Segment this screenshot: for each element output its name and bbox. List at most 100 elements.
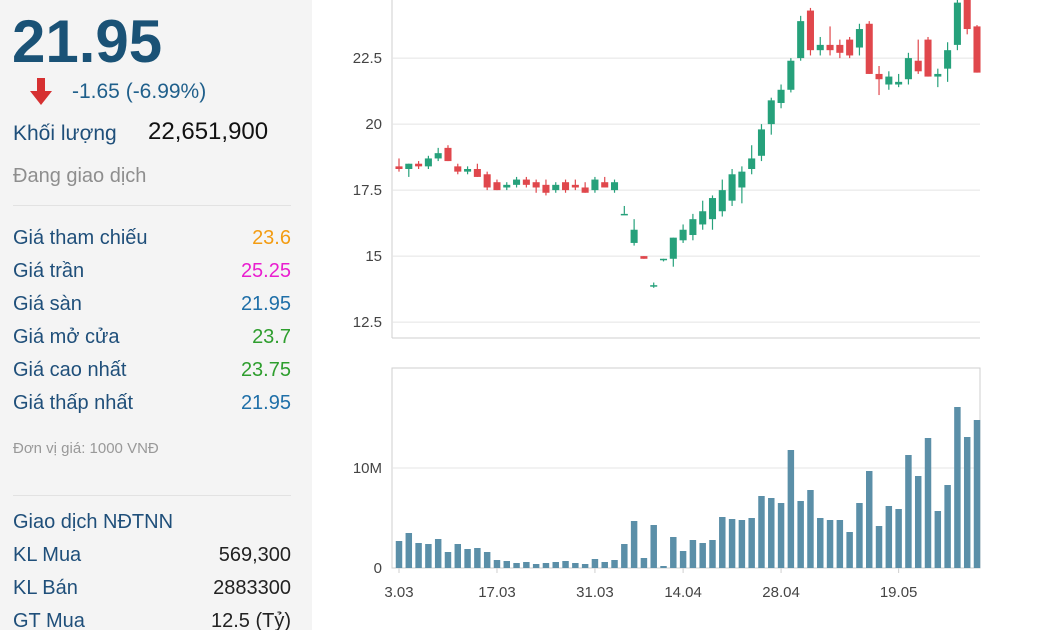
stat-value: 23.75 — [240, 359, 291, 381]
volume-bar — [924, 438, 932, 568]
price-tick-label: 15 — [365, 248, 382, 265]
candle-body — [728, 174, 736, 201]
volume-bar — [542, 563, 550, 568]
candle-body — [483, 174, 491, 188]
price-tick-label: 12.5 — [353, 314, 382, 331]
candle-body — [836, 44, 844, 53]
down-arrow-icon — [30, 78, 52, 105]
volume-bar — [405, 533, 413, 568]
candle-body — [464, 169, 472, 172]
stat-row-reference: Giá tham chiếu 23.6 — [13, 227, 291, 257]
volume-bar — [728, 519, 736, 568]
volume-bar — [905, 455, 912, 568]
candle-body — [669, 237, 677, 259]
volume-bar — [562, 561, 569, 568]
candle-body — [944, 50, 952, 69]
candle-body — [395, 166, 403, 169]
candle-body — [454, 166, 462, 172]
foreign-row-buy-value: GT Mua 12.5 (Tỷ) — [13, 610, 291, 630]
chart-panel: 12.5 15 17.5 20 22.5 0 10M 3.03 17.03 31.03 14.04 2… — [312, 0, 1050, 630]
candle-body — [405, 163, 413, 169]
volume-bar — [454, 544, 462, 568]
candle-body — [650, 285, 658, 287]
volume-bar — [523, 562, 530, 568]
volume-value: 22,651,900 — [148, 118, 269, 145]
volume-bar — [826, 520, 834, 568]
foreign-row-buy-volume: KL Mua 569,300 — [13, 544, 291, 574]
candle-body — [738, 171, 746, 188]
foreign-value: 12.5 (Tỷ) — [210, 610, 291, 630]
volume-bar — [503, 561, 510, 568]
volume-bar — [807, 490, 814, 568]
volume-bar — [630, 521, 638, 568]
stat-row-low: Giá thấp nhất 21.95 — [13, 392, 291, 422]
volume-bar — [719, 517, 726, 568]
candle-body — [748, 158, 756, 169]
candle-body — [620, 213, 628, 216]
volume-bar — [581, 564, 589, 568]
volume-bar — [395, 541, 403, 568]
stat-value: 21.95 — [240, 392, 291, 414]
candle-body — [757, 129, 766, 156]
foreign-value: 569,300 — [218, 544, 291, 566]
volume-bar — [444, 552, 452, 568]
stat-value: 25.25 — [240, 260, 291, 282]
candle-body — [895, 81, 903, 85]
candle-body — [953, 2, 961, 45]
stat-row-high: Giá cao nhất 23.75 — [13, 359, 291, 389]
trading-status: Đang giao dịch — [13, 165, 147, 187]
candle-body — [826, 44, 834, 51]
volume-bar — [963, 437, 971, 568]
volume-bar — [660, 566, 667, 568]
candle-body — [640, 256, 648, 259]
volume-bar — [434, 539, 442, 568]
candle-body — [689, 219, 697, 236]
candle-body — [503, 184, 511, 188]
volume-bar — [817, 518, 824, 568]
volume-tick-label: 0 — [374, 560, 382, 577]
volume-bar — [601, 562, 608, 568]
volume-bar — [670, 537, 677, 568]
candle-body — [493, 182, 501, 191]
candle-body — [934, 73, 942, 77]
volume-bar — [415, 543, 422, 568]
volume-bar — [768, 498, 775, 568]
volume-bar — [777, 503, 785, 568]
stat-label: Giá sàn — [13, 293, 82, 315]
volume-bar — [532, 564, 540, 568]
stat-label: Giá thấp nhất — [13, 392, 134, 414]
price-unit-note: Đơn vị giá: 1000 VNĐ — [13, 440, 159, 457]
volume-bar — [552, 562, 559, 568]
candle-body — [415, 163, 423, 167]
stock-info-panel: 21.95 -1.65 (-6.99%) Khối lượng 22,651,9… — [0, 0, 312, 630]
stat-row-floor: Giá sàn 21.95 — [13, 293, 291, 323]
candle-body — [699, 211, 707, 225]
stat-row-open: Giá mở cửa 23.7 — [13, 326, 291, 356]
stat-value: 23.6 — [252, 227, 291, 249]
candle-body — [777, 89, 785, 103]
candle-body — [659, 258, 668, 261]
stat-row-ceiling: Giá trần 25.25 — [13, 260, 291, 290]
x-tick-label: 3.03 — [384, 584, 413, 601]
foreign-label: KL Bán — [13, 577, 78, 599]
x-tick-label: 19.05 — [880, 584, 918, 601]
candle-body — [885, 76, 893, 85]
candle-body — [875, 73, 883, 80]
stat-value: 23.7 — [252, 326, 291, 348]
candle-body — [816, 44, 824, 51]
volume-bar — [640, 558, 648, 568]
volume-bar — [738, 520, 746, 568]
volume-bar — [572, 563, 579, 568]
volume-bar — [591, 559, 599, 568]
volume-bar — [797, 501, 804, 568]
price-tick-label: 20 — [365, 116, 382, 133]
candle-body — [855, 29, 863, 48]
volume-tick-label: 10M — [353, 460, 382, 477]
volume-bar — [973, 420, 981, 568]
candle-body — [591, 179, 599, 191]
candle-body — [806, 10, 814, 51]
volume-bar — [513, 563, 520, 568]
volume-bar — [493, 560, 501, 568]
candle-body — [542, 184, 550, 193]
foreign-trading-title: Giao dịch NĐTNN — [13, 511, 174, 533]
